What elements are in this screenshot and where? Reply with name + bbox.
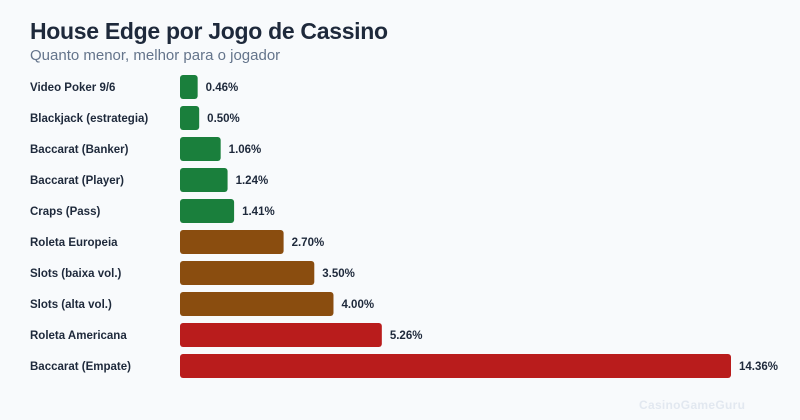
bar (180, 292, 334, 316)
data-label: 3.50% (322, 268, 355, 280)
data-label: 14.36% (739, 361, 778, 373)
data-label: 5.26% (390, 330, 423, 342)
category-label: Slots (alta vol.) (30, 299, 112, 311)
category-label: Craps (Pass) (30, 206, 100, 218)
data-label: 0.46% (206, 82, 239, 94)
data-label: 1.06% (229, 144, 262, 156)
category-label: Baccarat (Banker) (30, 144, 129, 156)
category-label: Baccarat (Player) (30, 175, 124, 187)
bar (180, 354, 731, 378)
category-label: Blackjack (estrategia) (30, 113, 148, 125)
category-label: Baccarat (Empate) (30, 361, 131, 373)
bar (180, 75, 198, 99)
data-label: 1.24% (236, 175, 269, 187)
data-label: 4.00% (341, 299, 374, 311)
category-label: Slots (baixa vol.) (30, 268, 122, 280)
watermark: CasinoGameGuru (639, 398, 746, 412)
chart-title: House Edge por Jogo de Cassino (30, 18, 388, 44)
category-label: Roleta Americana (30, 330, 127, 342)
bar (180, 168, 228, 192)
category-label: Roleta Europeia (30, 237, 118, 249)
data-label: 0.50% (207, 113, 240, 125)
bar (180, 199, 235, 223)
bar (180, 323, 382, 347)
bar (180, 261, 315, 285)
category-label: Video Poker 9/6 (30, 82, 115, 94)
chart-subtitle: Quanto menor, melhor para o jogador (30, 47, 281, 64)
data-label: 2.70% (292, 237, 325, 249)
bar (180, 230, 284, 254)
bar (180, 137, 221, 161)
bar (180, 106, 200, 130)
data-label: 1.41% (242, 206, 275, 218)
